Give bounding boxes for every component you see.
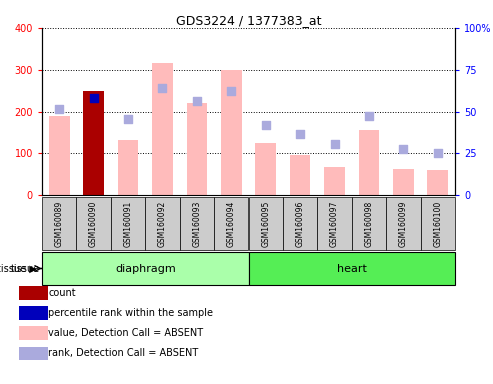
Text: GSM160093: GSM160093	[192, 200, 201, 247]
Bar	[248, 197, 283, 250]
Text: GSM160089: GSM160089	[55, 200, 64, 247]
Text: GSM160094: GSM160094	[227, 200, 236, 247]
Bar	[179, 197, 214, 250]
Bar	[19, 286, 48, 300]
Point	[193, 98, 201, 104]
Text: rank, Detection Call = ABSENT: rank, Detection Call = ABSENT	[48, 348, 199, 358]
Bar	[358, 130, 379, 195]
Bar	[427, 170, 448, 195]
Title: GDS3224 / 1377383_at: GDS3224 / 1377383_at	[176, 14, 321, 27]
Text: percentile rank within the sample: percentile rank within the sample	[48, 308, 213, 318]
Point	[399, 146, 407, 152]
Bar	[42, 197, 76, 250]
Bar	[352, 197, 386, 250]
Point	[227, 88, 235, 94]
Bar	[386, 197, 421, 250]
Point	[365, 113, 373, 119]
Text: GSM160091: GSM160091	[124, 200, 133, 247]
Bar	[152, 63, 173, 195]
Point	[434, 150, 442, 156]
Bar	[221, 70, 242, 195]
Bar	[283, 197, 317, 250]
Text: GSM160095: GSM160095	[261, 200, 270, 247]
Text: GSM160100: GSM160100	[433, 200, 442, 247]
Point	[55, 106, 63, 113]
Bar	[42, 252, 248, 285]
Bar	[324, 167, 345, 195]
Text: tissue: tissue	[11, 263, 40, 273]
Bar	[49, 116, 70, 195]
Text: tissue ▶: tissue ▶	[0, 263, 37, 273]
Text: GSM160090: GSM160090	[89, 200, 98, 247]
Bar	[393, 169, 414, 195]
Bar	[83, 91, 104, 195]
Bar	[186, 103, 207, 195]
Text: GSM160096: GSM160096	[296, 200, 305, 247]
Bar	[145, 197, 179, 250]
Bar	[421, 197, 455, 250]
Bar	[255, 143, 276, 195]
Text: count: count	[48, 288, 76, 298]
Point	[159, 84, 167, 91]
Point	[331, 141, 339, 147]
Point	[296, 131, 304, 137]
Text: value, Detection Call = ABSENT: value, Detection Call = ABSENT	[48, 328, 204, 338]
Bar	[317, 197, 352, 250]
Text: GSM160098: GSM160098	[364, 200, 374, 247]
Bar	[214, 197, 248, 250]
Bar	[76, 197, 111, 250]
Text: GSM160092: GSM160092	[158, 200, 167, 247]
Bar	[118, 140, 139, 195]
Bar	[290, 156, 311, 195]
Point	[124, 116, 132, 122]
Bar	[248, 252, 455, 285]
Text: GSM160097: GSM160097	[330, 200, 339, 247]
Point	[90, 95, 98, 101]
Bar	[19, 306, 48, 320]
Bar	[111, 197, 145, 250]
Text: GSM160099: GSM160099	[399, 200, 408, 247]
Text: heart: heart	[337, 263, 367, 273]
Point	[262, 122, 270, 128]
Bar	[19, 326, 48, 340]
Text: diaphragm: diaphragm	[115, 263, 176, 273]
Bar	[19, 346, 48, 360]
